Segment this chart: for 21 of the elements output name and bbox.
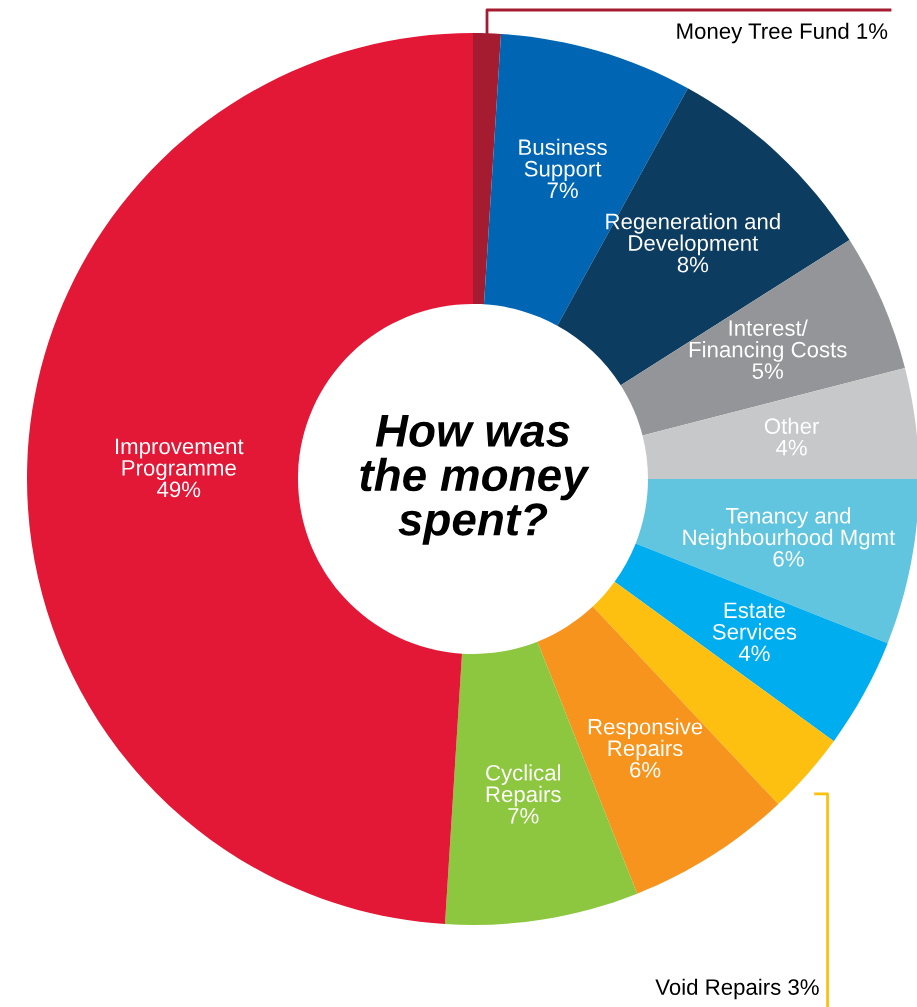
data-label: 7% [547,182,578,199]
slice-label: Void Repairs 3% [655,978,819,1000]
slice-label: Business Support [519,138,607,181]
data-label: 6% [630,761,661,778]
slice-label: Regeneration and Development [606,213,780,256]
text: How was the money spent? [360,414,590,545]
slice-label: Cyclical Repairs [486,764,561,807]
data-label: 4% [776,439,807,456]
slice-label: Tenancy and Neighbourhood Mgmt [683,507,896,550]
slice-label: Other [764,417,820,434]
slice-label: Money Tree Fund 1% [677,22,888,44]
slice-label: Interest/ Financing Costs [689,319,847,362]
slice-label: Improvement Programme [116,438,244,481]
data-label: 49% [157,481,201,498]
data-label: 7% [508,808,539,824]
data-label: 8% [677,256,709,273]
data-label: 6% [773,550,804,567]
data-label: 5% [752,363,783,379]
slice-label: Responsive Repairs [588,718,703,761]
data-label: 4% [738,645,770,662]
slice-label: Estate Services [712,602,797,640]
